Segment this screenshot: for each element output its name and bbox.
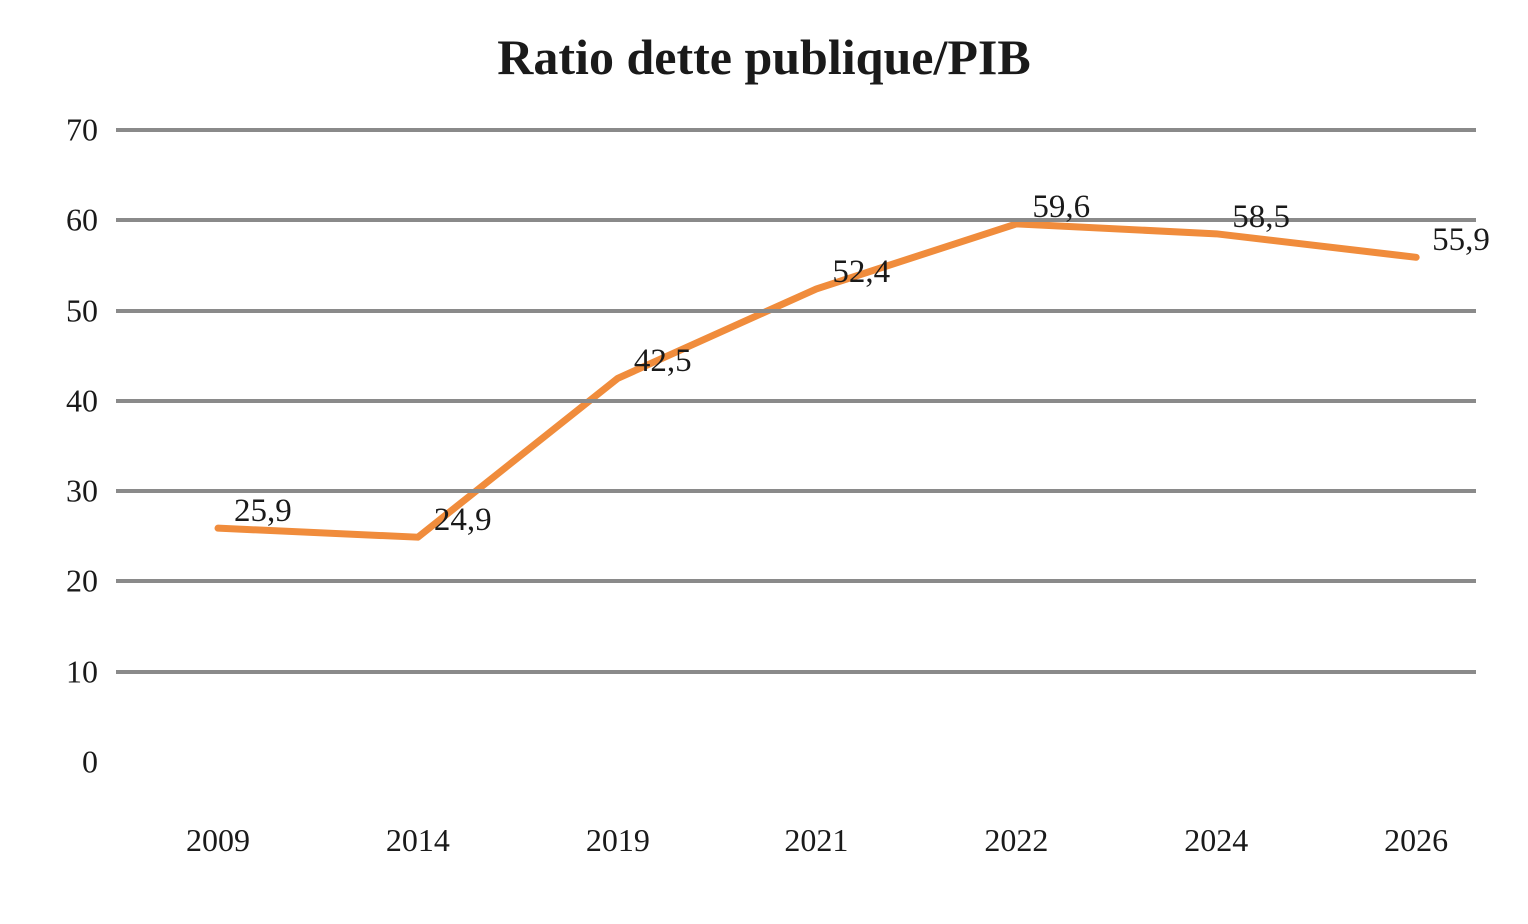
- y-axis-label: 20: [66, 563, 98, 600]
- data-label: 58,5: [1232, 199, 1290, 236]
- y-axis-label: 50: [66, 292, 98, 329]
- data-label: 55,9: [1432, 222, 1490, 259]
- y-axis-label: 60: [66, 202, 98, 239]
- x-axis-label: 2026: [1384, 822, 1448, 859]
- y-axis-label: 40: [66, 382, 98, 419]
- y-axis-label: 0: [82, 744, 98, 781]
- data-label: 59,6: [1032, 189, 1090, 226]
- x-axis-label: 2021: [784, 822, 848, 859]
- y-axis-label: 30: [66, 473, 98, 510]
- x-axis-label: 2022: [984, 822, 1048, 859]
- x-axis-label: 2024: [1184, 822, 1248, 859]
- data-label: 42,5: [634, 343, 692, 380]
- data-label: 25,9: [234, 493, 292, 530]
- x-axis-label: 2019: [586, 822, 650, 859]
- gridline: [116, 309, 1476, 313]
- gridline: [116, 128, 1476, 132]
- data-label: 52,4: [832, 254, 890, 291]
- chart-container: Ratio dette publique/PIB 010203040506070…: [0, 0, 1528, 924]
- y-axis-label: 70: [66, 112, 98, 149]
- x-axis-label: 2009: [186, 822, 250, 859]
- gridline: [116, 670, 1476, 674]
- x-axis-label: 2014: [386, 822, 450, 859]
- chart-title: Ratio dette publique/PIB: [0, 28, 1528, 86]
- y-axis-label: 10: [66, 653, 98, 690]
- data-label: 24,9: [434, 502, 492, 539]
- gridline: [116, 489, 1476, 493]
- gridline: [116, 399, 1476, 403]
- gridline: [116, 579, 1476, 583]
- plot-area: 0102030405060702009201420192021202220242…: [116, 130, 1476, 762]
